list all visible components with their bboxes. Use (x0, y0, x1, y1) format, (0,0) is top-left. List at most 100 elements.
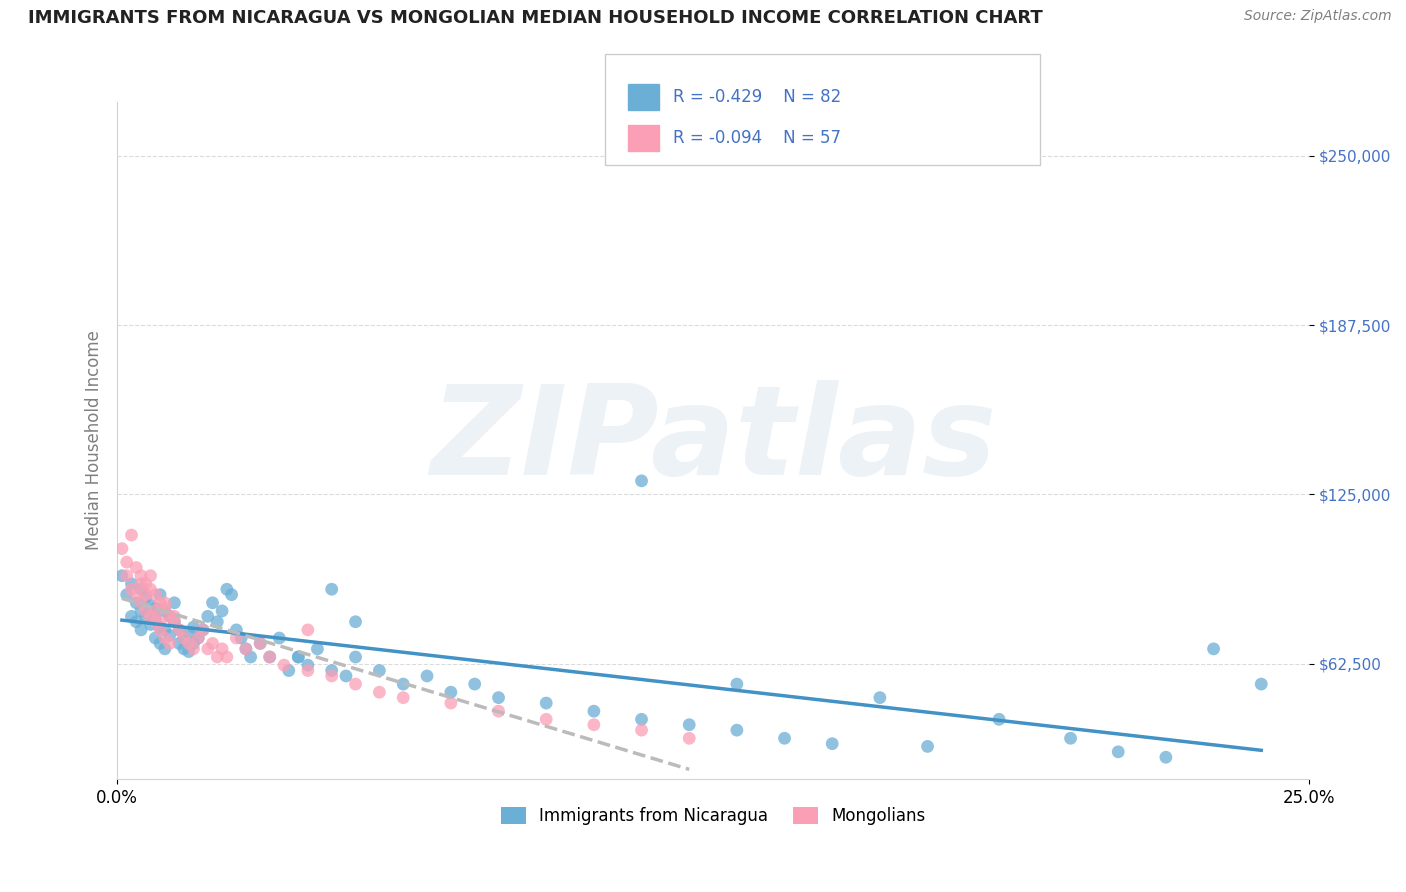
Point (177, 644, 200, 658)
Point (273, 658, 295, 673)
Point (1250, 677, 1272, 691)
Point (211, 604, 233, 618)
Point (129, 623, 152, 637)
Point (582, 704, 605, 718)
Point (121, 582, 143, 597)
Point (197, 609, 219, 624)
Point (163, 596, 186, 610)
Point (988, 712, 1011, 726)
Point (183, 636, 205, 650)
Point (235, 641, 257, 656)
Point (1202, 641, 1225, 656)
Point (177, 625, 200, 640)
Point (259, 650, 281, 665)
Point (221, 588, 243, 602)
Point (121, 577, 143, 591)
Point (269, 631, 291, 645)
Point (297, 664, 319, 678)
Point (368, 664, 391, 678)
Point (239, 650, 262, 665)
Point (297, 658, 319, 673)
Point (229, 631, 252, 645)
Point (159, 636, 181, 650)
Point (139, 599, 162, 613)
Point (135, 588, 157, 602)
Point (159, 609, 181, 624)
Point (149, 623, 172, 637)
Point (725, 677, 748, 691)
Point (630, 712, 652, 726)
Point (249, 636, 271, 650)
Point (111, 568, 134, 582)
Point (143, 631, 166, 645)
Text: ZIPatlas: ZIPatlas (430, 380, 997, 500)
Point (163, 615, 186, 629)
Point (307, 641, 329, 656)
Point (153, 641, 176, 656)
Point (277, 664, 299, 678)
Point (163, 609, 186, 624)
Point (440, 696, 463, 710)
Legend: Immigrants from Nicaragua, Mongolians: Immigrants from Nicaragua, Mongolians (494, 800, 932, 831)
Point (392, 690, 415, 705)
Point (125, 560, 148, 574)
Point (173, 631, 195, 645)
Point (249, 636, 271, 650)
Point (125, 588, 148, 602)
Point (139, 617, 162, 632)
Point (201, 636, 224, 650)
Point (191, 623, 214, 637)
Point (159, 609, 181, 624)
Point (135, 604, 157, 618)
Point (149, 636, 172, 650)
Point (115, 588, 138, 602)
Point (125, 615, 148, 629)
Point (488, 704, 510, 718)
Point (259, 650, 281, 665)
Y-axis label: Median Household Income: Median Household Income (86, 330, 103, 550)
Text: Source: ZipAtlas.com: Source: ZipAtlas.com (1244, 9, 1392, 23)
Point (143, 615, 166, 629)
Point (321, 582, 343, 597)
Point (197, 641, 219, 656)
Point (215, 582, 238, 597)
Point (121, 609, 143, 624)
Point (235, 641, 257, 656)
Point (143, 588, 166, 602)
Point (207, 650, 229, 665)
Point (183, 641, 205, 656)
Point (187, 631, 209, 645)
Point (321, 669, 343, 683)
Point (191, 623, 214, 637)
Point (773, 731, 796, 746)
Point (215, 650, 238, 665)
Point (143, 601, 166, 615)
Point (153, 596, 176, 610)
Point (207, 615, 229, 629)
Point (321, 664, 343, 678)
Point (416, 669, 439, 683)
Point (163, 615, 186, 629)
Point (287, 650, 309, 665)
Point (335, 669, 357, 683)
Point (129, 596, 152, 610)
Point (821, 737, 844, 751)
Point (143, 604, 166, 618)
Point (678, 731, 700, 746)
Point (869, 690, 891, 705)
Point (344, 650, 367, 665)
Point (139, 609, 162, 624)
Text: R = -0.429    N = 82: R = -0.429 N = 82 (673, 88, 842, 106)
Point (177, 636, 200, 650)
Point (149, 596, 172, 610)
Point (135, 591, 157, 605)
Point (129, 582, 152, 597)
Point (125, 596, 148, 610)
Point (201, 596, 224, 610)
Point (153, 604, 176, 618)
Point (488, 690, 510, 705)
Point (173, 641, 195, 656)
Point (725, 723, 748, 738)
Point (917, 739, 939, 754)
Point (1059, 731, 1081, 746)
